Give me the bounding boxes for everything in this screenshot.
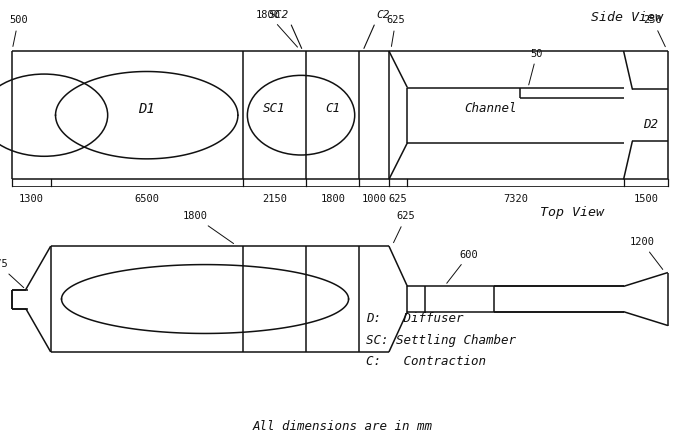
Text: 7320: 7320 xyxy=(503,194,528,205)
Text: 625: 625 xyxy=(386,16,405,47)
Text: All dimensions are in mm: All dimensions are in mm xyxy=(253,420,432,433)
Text: 1000: 1000 xyxy=(362,194,386,205)
Text: SC: Settling Chamber: SC: Settling Chamber xyxy=(366,334,516,346)
Text: 6500: 6500 xyxy=(134,194,159,205)
Text: 1800: 1800 xyxy=(182,211,234,244)
Text: SC1: SC1 xyxy=(263,102,286,115)
Text: 500: 500 xyxy=(9,16,27,47)
Text: 1800: 1800 xyxy=(256,10,297,47)
Text: 625: 625 xyxy=(393,211,415,243)
Text: SC2: SC2 xyxy=(269,10,301,48)
Text: Side View: Side View xyxy=(591,11,663,24)
Text: D2: D2 xyxy=(643,117,658,131)
Text: 250: 250 xyxy=(643,16,665,47)
Text: C:   Contraction: C: Contraction xyxy=(366,355,486,368)
Text: Top View: Top View xyxy=(540,206,604,219)
Text: 1300: 1300 xyxy=(19,194,44,205)
Text: 1500: 1500 xyxy=(633,194,658,205)
Text: C2: C2 xyxy=(364,10,390,48)
Text: 375: 375 xyxy=(0,259,24,288)
Text: 600: 600 xyxy=(447,249,478,283)
Text: C1: C1 xyxy=(325,102,340,115)
Text: 1800: 1800 xyxy=(321,194,345,205)
Text: D1: D1 xyxy=(138,101,155,116)
Text: 50: 50 xyxy=(529,49,543,85)
Text: 625: 625 xyxy=(389,194,408,205)
Text: Channel: Channel xyxy=(464,102,517,115)
Text: 1200: 1200 xyxy=(630,237,663,269)
Text: D:   Diffuser: D: Diffuser xyxy=(366,312,464,325)
Text: 2150: 2150 xyxy=(262,194,287,205)
